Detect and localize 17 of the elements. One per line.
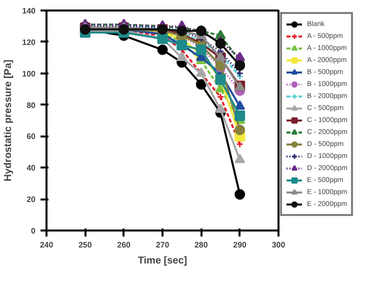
x-tick-label: 290 (233, 240, 248, 250)
x-tick-label: 250 (78, 240, 92, 250)
y-tick-label: 0 (31, 226, 36, 236)
y-axis-title: Hydrostatic pressure [Pa] (3, 60, 14, 182)
x-tick-label: 260 (117, 240, 132, 250)
y-tick-label: 120 (22, 38, 36, 47)
x-tick-label: 240 (40, 240, 54, 250)
x-tick-label: 270 (156, 240, 170, 250)
y-tick-label: 140 (22, 6, 36, 16)
y-tick-label: 80 (26, 100, 36, 110)
y-tick-label: 20 (26, 195, 36, 204)
x-tick-label: 300 (272, 240, 286, 250)
y-tick-label: 60 (26, 132, 36, 142)
x-axis-title: Time [sec] (138, 256, 188, 266)
x-tick-label: 280 (194, 240, 208, 250)
y-tick-label: 40 (26, 164, 36, 173)
y-tick-label: 100 (22, 69, 36, 78)
